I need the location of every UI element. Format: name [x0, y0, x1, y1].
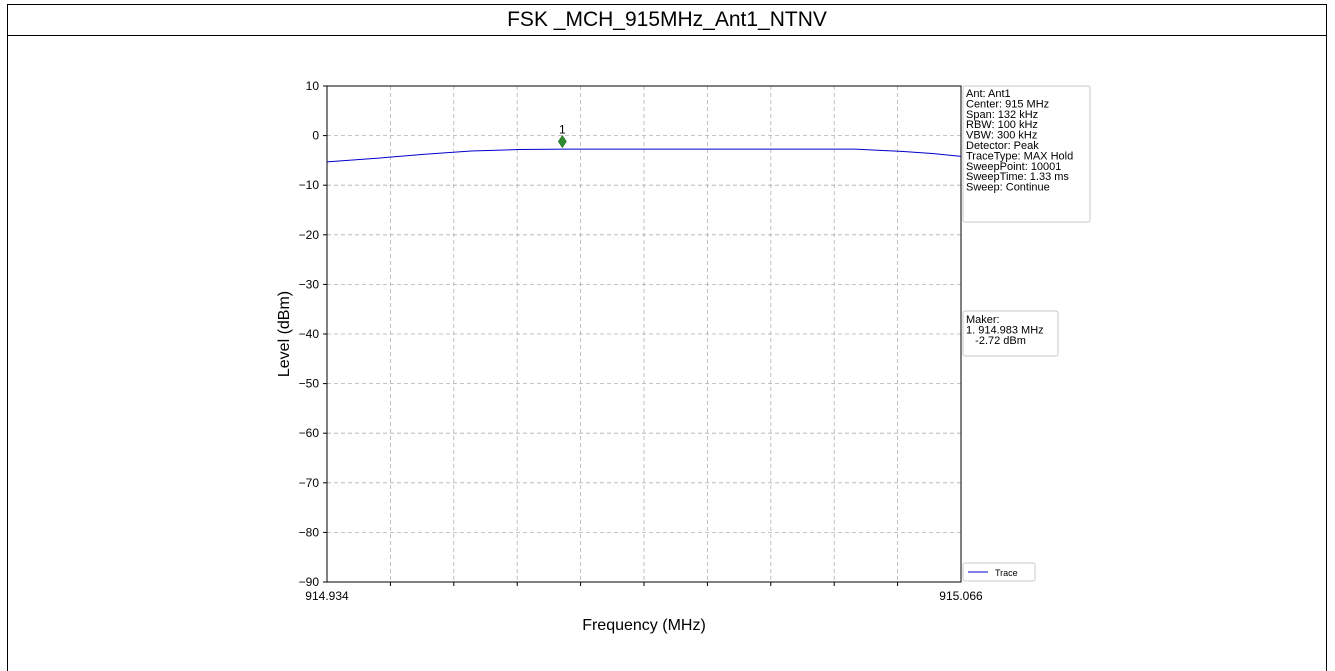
- legend-box: [962, 562, 1036, 582]
- trace-line: [326, 148, 962, 163]
- legend-label: Trace: [995, 568, 1018, 578]
- info-box-line: Ant: Ant1: [966, 88, 1011, 100]
- info-box-line: VBW: 300 kHz: [966, 130, 1037, 142]
- page-title: FSK _MCH_915MHz_Ant1_NTNV: [507, 8, 827, 31]
- plot-frame: [326, 85, 962, 583]
- info-box-line: Span: 132 kHz: [966, 109, 1038, 121]
- y-tick-label: −60: [299, 426, 320, 440]
- report-frame: FSK _MCH_915MHz_Ant1_NTNV: [7, 4, 1327, 671]
- x-axis-label: Frequency (MHz): [582, 617, 706, 634]
- info-box-line: Detector: Peak: [966, 140, 1039, 152]
- marker-box-line: Maker:: [966, 314, 1000, 326]
- title-row: FSK _MCH_915MHz_Ant1_NTNV: [8, 5, 1326, 36]
- y-tick-label: 0: [312, 129, 319, 143]
- y-tick-label: −70: [299, 476, 320, 490]
- marker-box-line: 1. 914.983 MHz: [966, 324, 1044, 336]
- y-axis-label: Level (dBm): [276, 291, 293, 377]
- y-tick-label: 10: [306, 79, 320, 93]
- marker-box: [962, 310, 1059, 357]
- info-box-line: TraceType: MAX Hold: [966, 150, 1073, 162]
- info-box-line: SweepTime: 1.33 ms: [966, 171, 1069, 183]
- marker-box-line: -2.72 dBm: [966, 335, 1026, 347]
- y-tick-label: −10: [299, 178, 320, 192]
- marker-label: 1: [559, 123, 566, 137]
- info-box-line: RBW: 100 kHz: [966, 119, 1038, 131]
- marker-layer: 1: [557, 123, 567, 149]
- marker-diamond: [557, 135, 567, 149]
- info-box-line: Sweep: Continue: [966, 182, 1050, 194]
- series-layer: [326, 148, 962, 163]
- y-tick-label: −50: [299, 377, 320, 391]
- x-tick-label: 914.934: [305, 589, 349, 603]
- y-tick-label: −20: [299, 228, 320, 242]
- info-box: [962, 85, 1091, 223]
- info-box-line: Center: 915 MHz: [966, 98, 1049, 110]
- x-tick-label: 915.066: [939, 589, 983, 603]
- y-tick-label: −90: [299, 575, 320, 589]
- grid-layer: [327, 86, 961, 582]
- y-tick-label: −40: [299, 327, 320, 341]
- y-tick-label: −80: [299, 525, 320, 539]
- info-box-line: SweepPoint: 10001: [966, 161, 1061, 173]
- y-tick-label: −30: [299, 277, 320, 291]
